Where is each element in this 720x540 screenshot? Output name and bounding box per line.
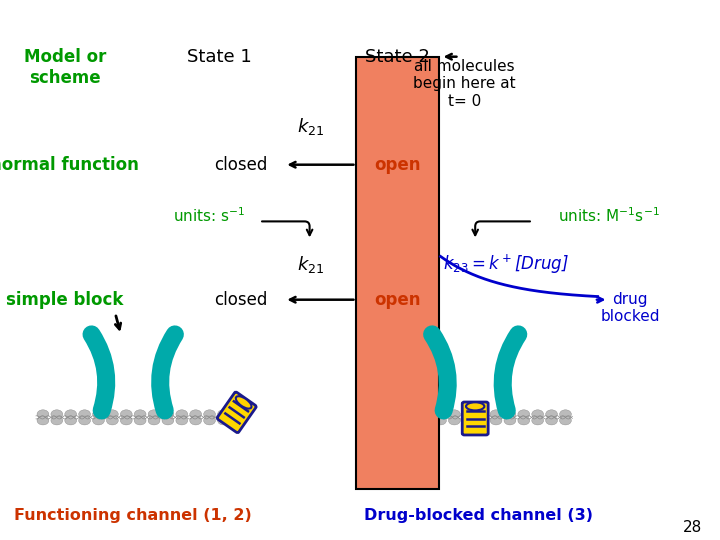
Circle shape [518,410,530,418]
Text: State 1: State 1 [187,48,252,66]
Text: Model or
scheme: Model or scheme [24,48,106,87]
Text: closed: closed [215,156,268,174]
Text: $k_{23} = k^+$[Drug]: $k_{23} = k^+$[Drug] [443,253,569,276]
Circle shape [449,416,460,425]
Circle shape [176,416,188,425]
Circle shape [532,416,544,425]
Circle shape [162,410,174,418]
Circle shape [546,410,557,418]
Circle shape [518,416,530,425]
Text: units: M$^{-1}$s$^{-1}$: units: M$^{-1}$s$^{-1}$ [558,207,660,225]
Circle shape [504,410,516,418]
Circle shape [532,410,544,418]
Circle shape [93,410,104,418]
Text: $k_{21}$: $k_{21}$ [297,117,325,137]
Circle shape [120,416,132,425]
Circle shape [65,416,76,425]
Circle shape [559,416,572,425]
Text: 28: 28 [683,519,702,535]
Ellipse shape [235,396,251,409]
Circle shape [134,416,146,425]
Text: $k_{21}$: $k_{21}$ [297,254,325,275]
Circle shape [204,410,215,418]
Circle shape [217,416,230,425]
Circle shape [107,410,118,418]
Circle shape [65,410,76,418]
Circle shape [51,416,63,425]
Circle shape [490,410,502,418]
Circle shape [120,410,132,418]
Circle shape [134,410,146,418]
Circle shape [93,416,104,425]
Circle shape [462,416,474,425]
Circle shape [420,410,433,418]
Text: open: open [374,291,420,309]
Circle shape [490,416,502,425]
Text: all molecules
begin here at
t= 0: all molecules begin here at t= 0 [413,59,516,109]
Circle shape [217,410,230,418]
Circle shape [435,416,446,425]
Text: State 2: State 2 [365,48,430,66]
Circle shape [407,416,418,425]
Circle shape [449,410,460,418]
Circle shape [476,410,488,418]
Circle shape [107,416,118,425]
Text: open: open [374,156,420,174]
Circle shape [379,410,391,418]
Circle shape [148,410,160,418]
Text: simple block: simple block [6,291,124,309]
Circle shape [190,416,202,425]
FancyBboxPatch shape [462,402,488,435]
Circle shape [176,410,188,418]
Circle shape [190,410,202,418]
Circle shape [462,410,474,418]
Circle shape [407,410,418,418]
Circle shape [393,416,405,425]
Text: closed: closed [215,291,268,309]
Circle shape [148,416,160,425]
Circle shape [379,416,391,425]
Text: Functioning channel (1, 2): Functioning channel (1, 2) [14,508,252,523]
Circle shape [37,410,49,418]
Circle shape [51,410,63,418]
Text: drug
blocked: drug blocked [600,292,660,324]
Circle shape [37,416,49,425]
Bar [356,57,439,489]
Circle shape [393,410,405,418]
Circle shape [504,416,516,425]
Text: units: s$^{-1}$: units: s$^{-1}$ [173,207,245,225]
Text: Drug-blocked channel (3): Drug-blocked channel (3) [364,508,593,523]
FancyBboxPatch shape [217,392,256,433]
Circle shape [78,410,91,418]
Circle shape [420,416,433,425]
Circle shape [559,410,572,418]
Circle shape [546,416,557,425]
Text: normal function: normal function [0,156,139,174]
Circle shape [476,416,488,425]
Circle shape [162,416,174,425]
Ellipse shape [466,402,485,410]
Circle shape [78,416,91,425]
Circle shape [204,416,215,425]
Circle shape [435,410,446,418]
